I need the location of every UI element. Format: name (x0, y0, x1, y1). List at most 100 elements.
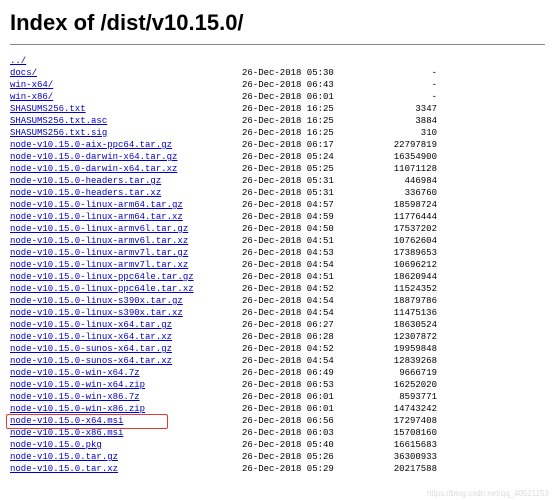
file-link[interactable]: node-v10.15.0-x64.msi (10, 416, 123, 426)
file-date: 26-Dec-2018 04:54 (242, 307, 347, 319)
file-date: 26-Dec-2018 06:01 (242, 403, 347, 415)
listing-row: node-v10.15.0-linux-arm64.tar.xz26-Dec-2… (10, 211, 555, 223)
file-link[interactable]: docs/ (10, 68, 37, 78)
file-size: 16615683 (347, 439, 437, 451)
file-date: 26-Dec-2018 04:53 (242, 247, 347, 259)
listing-row: node-v10.15.0-sunos-x64.tar.xz26-Dec-201… (10, 355, 555, 367)
file-size: 3347 (347, 103, 437, 115)
file-link[interactable]: node-v10.15.0-linux-ppc64le.tar.xz (10, 284, 194, 294)
file-date: 26-Dec-2018 05:26 (242, 451, 347, 463)
file-size: - (347, 79, 437, 91)
listing-row: node-v10.15.0.pkg 26-Dec-2018 05:40166156… (10, 439, 555, 451)
file-link[interactable]: node-v10.15.0-linux-s390x.tar.gz (10, 296, 183, 306)
listing-row: SHASUMS256.txt 26-Dec-2018 16:253347 (10, 103, 555, 115)
listing-row: node-v10.15.0-linux-x64.tar.gz 26-Dec-201… (10, 319, 555, 331)
listing-row: node-v10.15.0-win-x86.7z26-Dec-2018 06:0… (10, 391, 555, 403)
listing-row: node-v10.15.0-aix-ppc64.tar.gz 26-Dec-201… (10, 139, 555, 151)
parent-dir-link[interactable]: ../ (10, 56, 26, 66)
file-date: 26-Dec-2018 06:28 (242, 331, 347, 343)
file-date: 26-Dec-2018 05:24 (242, 151, 347, 163)
file-size: 17297408 (347, 415, 437, 427)
file-link[interactable]: node-v10.15.0-win-x64.zip (10, 380, 145, 390)
file-link[interactable]: node-v10.15.0-win-x86.7z (10, 392, 140, 402)
file-date: 26-Dec-2018 05:31 (242, 175, 347, 187)
listing-row: node-v10.15.0.tar.xz26-Dec-2018 05:29202… (10, 463, 555, 475)
file-link[interactable]: node-v10.15.0-headers.tar.xz (10, 188, 161, 198)
listing-row: node-v10.15.0-win-x64.zip26-Dec-2018 06:… (10, 379, 555, 391)
file-link[interactable]: node-v10.15.0-sunos-x64.tar.xz (10, 356, 172, 366)
file-date: 26-Dec-2018 04:54 (242, 259, 347, 271)
file-link[interactable]: node-v10.15.0-headers.tar.gz (10, 176, 161, 186)
file-size: 9666719 (347, 367, 437, 379)
listing-row: docs/26-Dec-2018 05:30- (10, 67, 555, 79)
file-link[interactable]: node-v10.15.0-aix-ppc64.tar.gz (10, 140, 172, 150)
listing-row: node-v10.15.0.tar.gz26-Dec-2018 05:26363… (10, 451, 555, 463)
listing-row: win-x86/26-Dec-2018 06:01- (10, 91, 555, 103)
file-link[interactable]: node-v10.15.0-win-x64.7z (10, 368, 140, 378)
file-link[interactable]: node-v10.15.0.tar.xz (10, 464, 118, 474)
file-size: 16252020 (347, 379, 437, 391)
file-size: 17389653 (347, 247, 437, 259)
listing-row: node-v10.15.0-x86.msi26-Dec-2018 06:0315… (10, 427, 555, 439)
file-size: 18879786 (347, 295, 437, 307)
file-link[interactable]: node-v10.15.0-darwin-x64.tar.gz (10, 152, 177, 162)
file-link[interactable]: node-v10.15.0.tar.gz (10, 452, 118, 462)
file-date: 26-Dec-2018 06:27 (242, 319, 347, 331)
watermark: https://blog.csdn.net/qq_40521153 (427, 489, 549, 498)
file-size: 11776444 (347, 211, 437, 223)
file-link[interactable]: node-v10.15.0-sunos-x64.tar.gz (10, 344, 172, 354)
file-date: 26-Dec-2018 05:29 (242, 463, 347, 475)
file-link[interactable]: node-v10.15.0-linux-s390x.tar.xz (10, 308, 183, 318)
file-size: 336760 (347, 187, 437, 199)
file-link[interactable]: node-v10.15.0-darwin-x64.tar.xz (10, 164, 177, 174)
file-link[interactable]: node-v10.15.0-linux-arm64.tar.xz (10, 212, 183, 222)
file-link[interactable]: node-v10.15.0-linux-arm64.tar.gz (10, 200, 183, 210)
file-date: 26-Dec-2018 06:03 (242, 427, 347, 439)
file-date: 26-Dec-2018 05:40 (242, 439, 347, 451)
listing-row: node-v10.15.0-linux-ppc64le.tar.xz26-Dec… (10, 283, 555, 295)
file-size: 19959848 (347, 343, 437, 355)
file-link[interactable]: SHASUMS256.txt (10, 104, 86, 114)
file-link[interactable]: node-v10.15.0-linux-armv6l.tar.xz (10, 236, 188, 246)
file-date: 26-Dec-2018 04:54 (242, 295, 347, 307)
file-link[interactable]: node-v10.15.0-linux-armv7l.tar.gz (10, 248, 188, 258)
file-date: 26-Dec-2018 04:51 (242, 271, 347, 283)
file-size: 18598724 (347, 199, 437, 211)
listing-row: node-v10.15.0-linux-armv6l.tar.xz26-Dec-… (10, 235, 555, 247)
listing-row: node-v10.15.0-linux-x64.tar.xz 26-Dec-201… (10, 331, 555, 343)
listing-row: node-v10.15.0-sunos-x64.tar.gz 26-Dec-201… (10, 343, 555, 355)
file-size: 12307872 (347, 331, 437, 343)
file-link[interactable]: node-v10.15.0-linux-ppc64le.tar.gz (10, 272, 194, 282)
listing-row: node-v10.15.0-linux-armv6l.tar.gz 26-Dec-… (10, 223, 555, 235)
file-link[interactable]: win-x64/ (10, 80, 53, 90)
file-size: - (347, 67, 437, 79)
file-size: 10762604 (347, 235, 437, 247)
file-date: 26-Dec-2018 06:43 (242, 79, 347, 91)
file-link[interactable]: node-v10.15.0-linux-x64.tar.xz (10, 332, 172, 342)
file-date: 26-Dec-2018 04:50 (242, 223, 347, 235)
listing-row: node-v10.15.0-linux-ppc64le.tar.gz 26-Dec… (10, 271, 555, 283)
listing-row: node-v10.15.0-x64.msi26-Dec-2018 06:5617… (10, 415, 555, 427)
file-date: 26-Dec-2018 16:25 (242, 115, 347, 127)
file-date: 26-Dec-2018 16:25 (242, 103, 347, 115)
file-link[interactable]: SHASUMS256.txt.sig (10, 128, 107, 138)
file-link[interactable]: SHASUMS256.txt.asc (10, 116, 107, 126)
file-link[interactable]: node-v10.15.0-linux-armv6l.tar.gz (10, 224, 188, 234)
file-link[interactable]: node-v10.15.0.pkg (10, 440, 102, 450)
file-size: 18630524 (347, 319, 437, 331)
file-link[interactable]: win-x86/ (10, 92, 53, 102)
file-size: 17537202 (347, 223, 437, 235)
file-link[interactable]: node-v10.15.0-win-x86.zip (10, 404, 145, 414)
file-date: 26-Dec-2018 05:30 (242, 67, 347, 79)
file-link[interactable]: node-v10.15.0-linux-x64.tar.gz (10, 320, 172, 330)
listing-row: node-v10.15.0-headers.tar.xz26-Dec-2018 … (10, 187, 555, 199)
file-date: 26-Dec-2018 05:25 (242, 163, 347, 175)
divider (10, 44, 545, 45)
file-link[interactable]: node-v10.15.0-linux-armv7l.tar.xz (10, 260, 188, 270)
listing-row: node-v10.15.0-win-x64.7z26-Dec-2018 06:4… (10, 367, 555, 379)
file-size: - (347, 91, 437, 103)
file-link[interactable]: node-v10.15.0-x86.msi (10, 428, 123, 438)
file-date: 26-Dec-2018 04:52 (242, 343, 347, 355)
listing-row: node-v10.15.0-headers.tar.gz 26-Dec-2018 … (10, 175, 555, 187)
file-date: 26-Dec-2018 06:17 (242, 139, 347, 151)
